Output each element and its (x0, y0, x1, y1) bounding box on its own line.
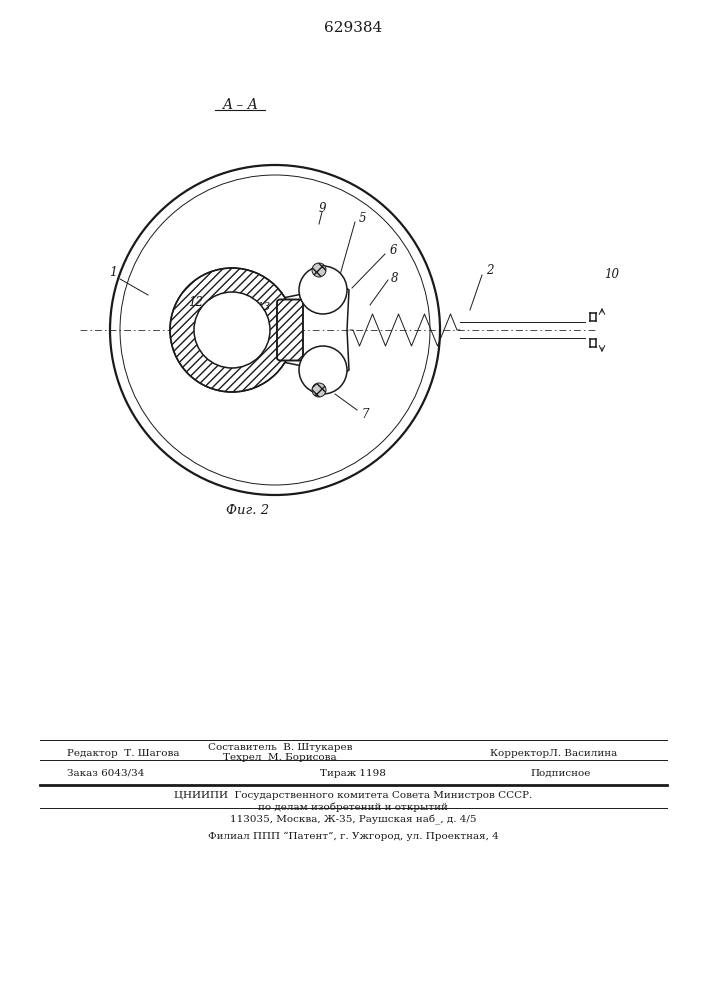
Circle shape (170, 268, 294, 392)
Text: Составитель  В. Штукарев: Составитель В. Штукарев (208, 744, 352, 752)
Text: 7: 7 (361, 408, 369, 422)
Circle shape (312, 263, 326, 277)
Text: 8: 8 (391, 271, 399, 284)
Text: ЦНИИПИ  Государственного комитета Совета Министров СССР.: ЦНИИПИ Государственного комитета Совета … (174, 792, 532, 800)
Text: 6: 6 (390, 243, 397, 256)
Text: 2: 2 (486, 263, 493, 276)
Text: Заказ 6043/34: Заказ 6043/34 (67, 768, 144, 778)
Text: Тираж 1198: Тираж 1198 (320, 768, 386, 778)
Text: Подписное: Подписное (530, 768, 590, 778)
Text: 1: 1 (109, 266, 117, 279)
FancyBboxPatch shape (277, 300, 303, 360)
Polygon shape (280, 268, 349, 392)
Text: Фиг. 2: Фиг. 2 (226, 504, 269, 516)
Text: 13: 13 (256, 302, 270, 312)
Text: Редактор  Т. Шагова: Редактор Т. Шагова (67, 748, 180, 758)
Text: 12: 12 (189, 296, 204, 308)
Text: Филиал ППП “Патент”, г. Ужгород, ул. Проектная, 4: Филиал ППП “Патент”, г. Ужгород, ул. Про… (208, 831, 498, 841)
Text: 113035, Москва, Ж-35, Раушская наб_, д. 4/5: 113035, Москва, Ж-35, Раушская наб_, д. … (230, 815, 477, 825)
Text: 10: 10 (604, 268, 619, 282)
Text: 3: 3 (221, 312, 229, 324)
Circle shape (312, 383, 326, 397)
Circle shape (194, 292, 270, 368)
Text: 629384: 629384 (324, 21, 382, 35)
Text: КорректорЛ. Василина: КорректорЛ. Василина (490, 748, 617, 758)
Text: 5: 5 (358, 212, 366, 225)
Circle shape (299, 346, 347, 394)
Text: 9: 9 (318, 202, 326, 215)
Circle shape (299, 266, 347, 314)
Text: A – A: A – A (222, 98, 258, 112)
Text: Техрел  М. Борисова: Техрел М. Борисова (223, 754, 337, 762)
Text: по делам изобретений и открытий: по делам изобретений и открытий (258, 802, 448, 812)
